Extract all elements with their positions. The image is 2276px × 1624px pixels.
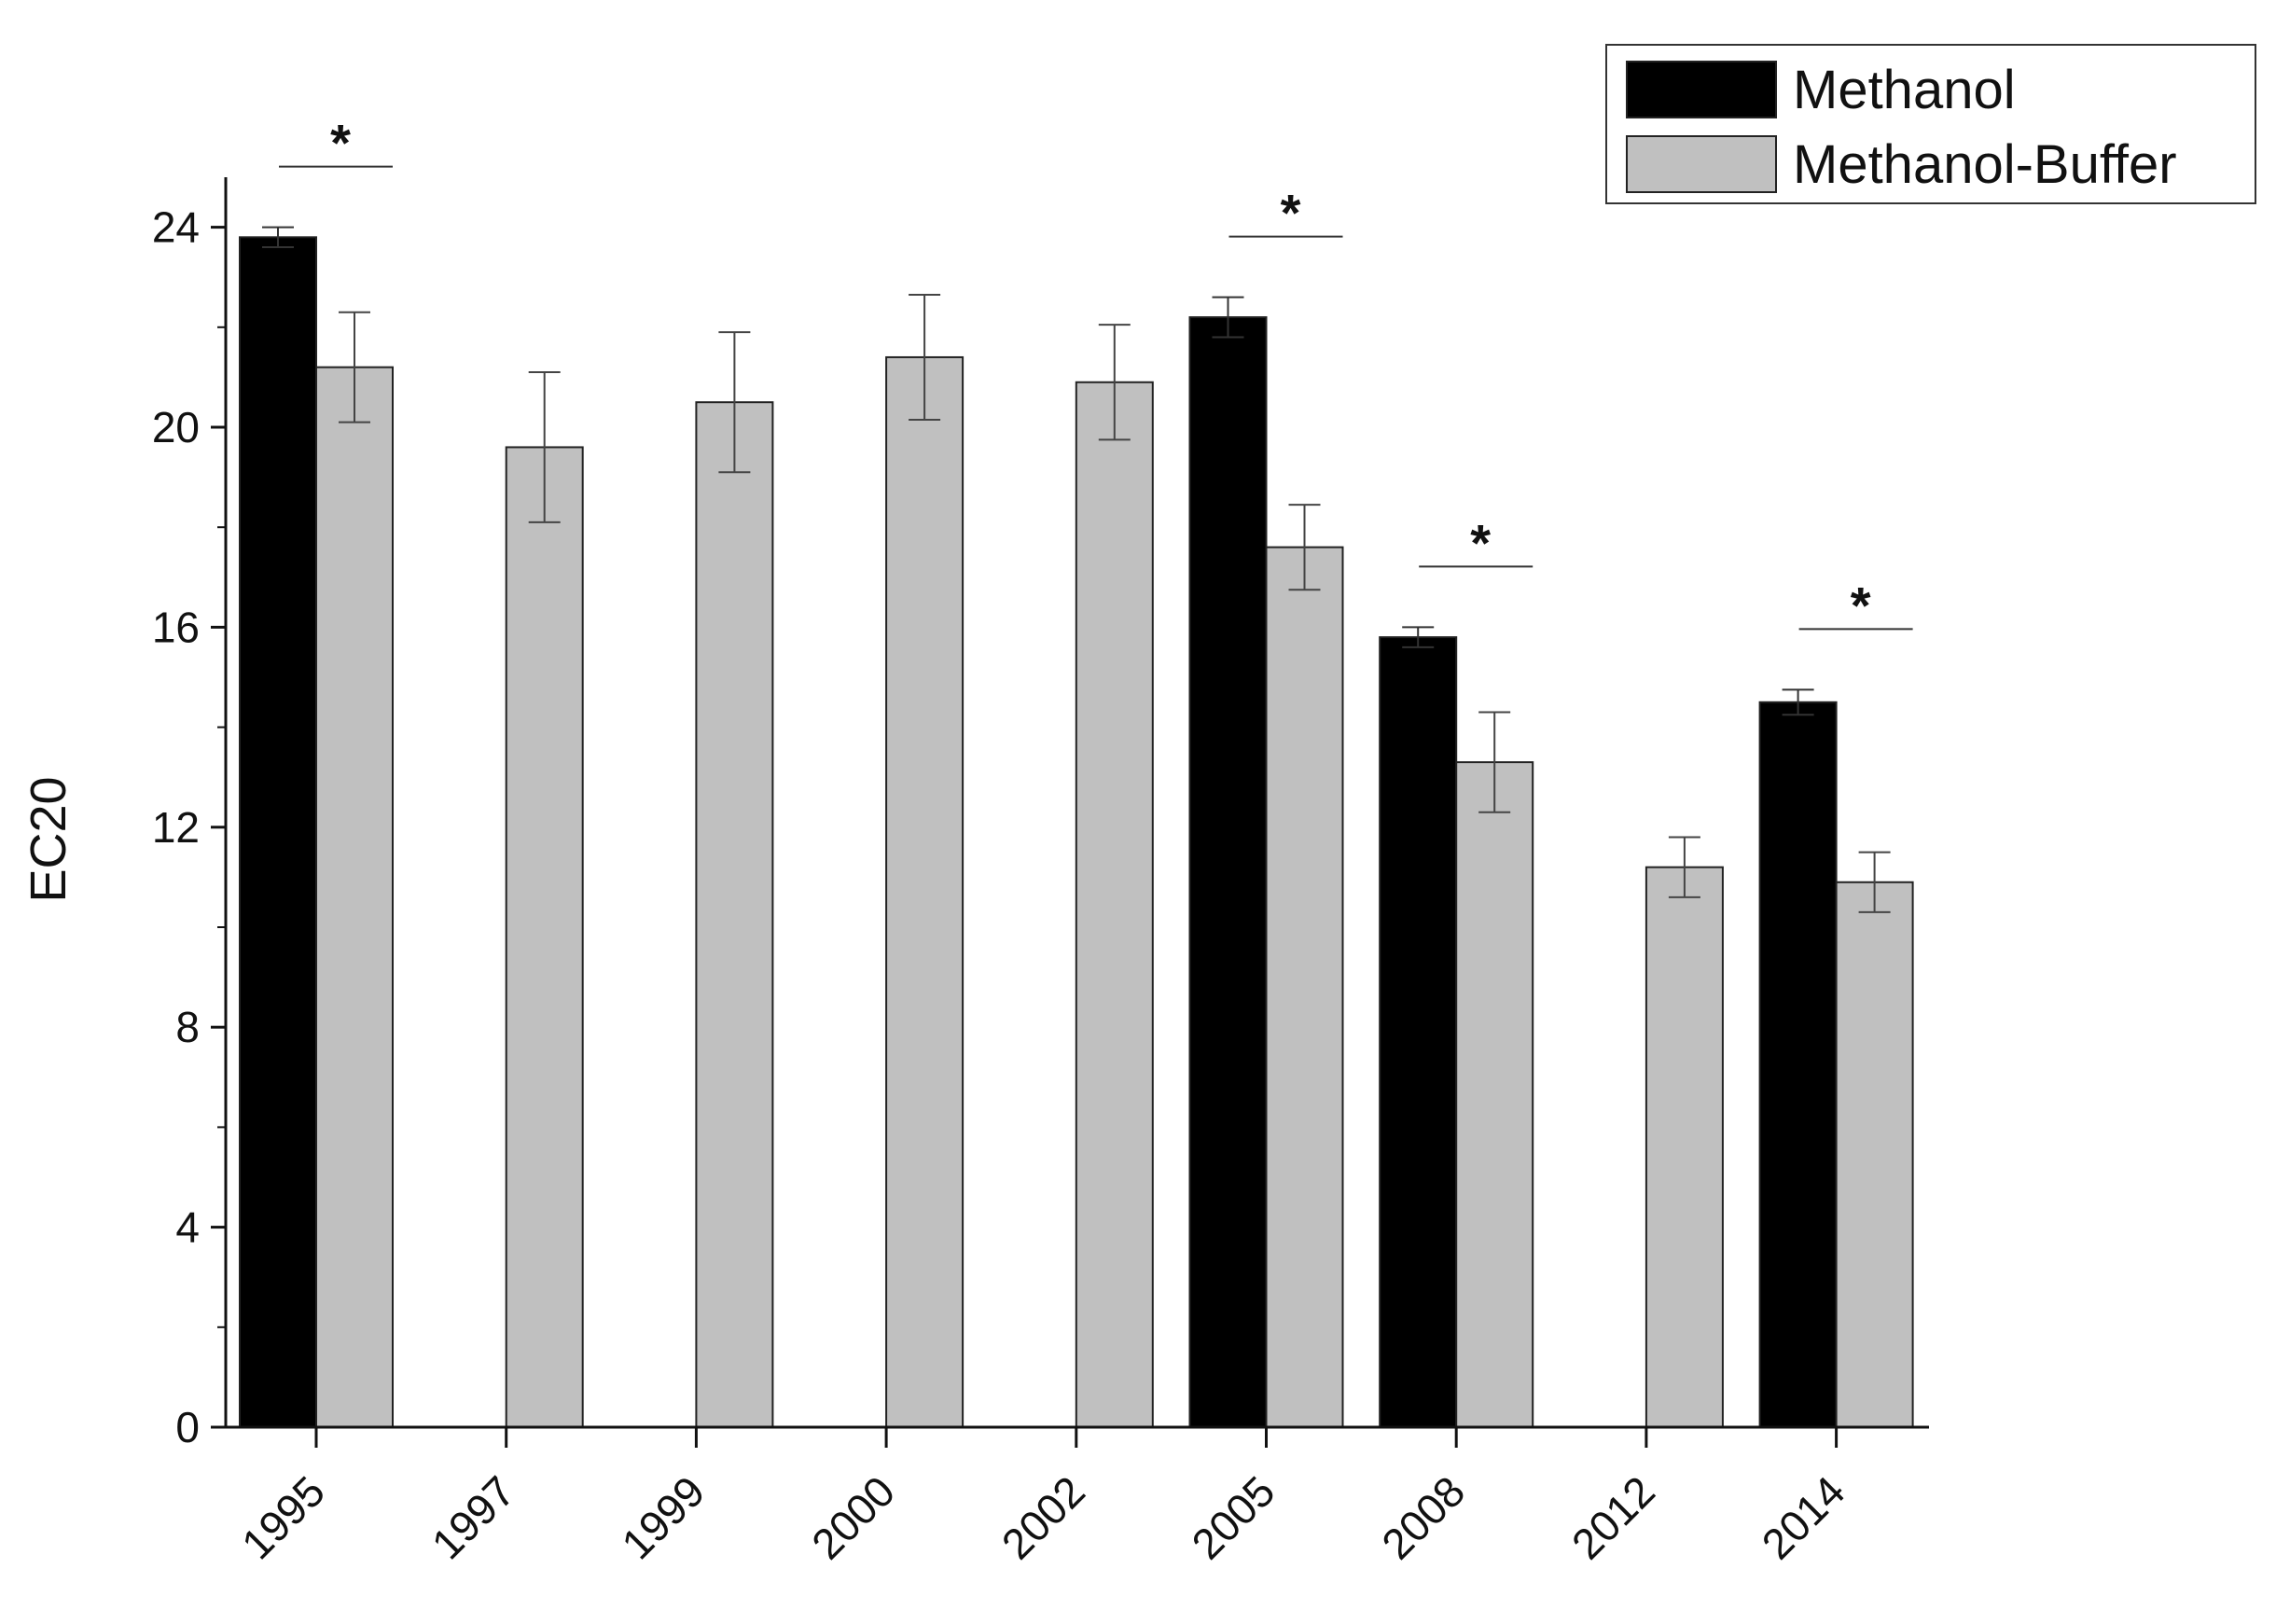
error-bar-methanol-buffer-2014 [1858, 851, 1891, 913]
error-bar-methanol-buffer-2012 [1668, 836, 1700, 898]
error-bar-methanol-2014 [1782, 688, 1814, 716]
svg-text:*: * [1851, 576, 1871, 634]
bar-methanol-buffer-2008 [1455, 761, 1534, 1428]
significance-layer: * * * * [279, 114, 1913, 634]
significance-marker-2014: * [1798, 576, 1913, 634]
error-bar-methanol-buffer-2000 [909, 293, 941, 421]
significance-marker-2008: * [1419, 513, 1534, 572]
legend-swatch-methanol [1626, 61, 1777, 118]
bars-layer [239, 236, 1914, 1429]
svg-text:*: * [1470, 513, 1491, 572]
error-bar-methanol-buffer-1997 [528, 371, 561, 523]
error-bars-layer [262, 226, 1891, 913]
bar-methanol-buffer-2000 [885, 355, 965, 1429]
y-tick-label-16: 16 [152, 603, 200, 651]
legend-swatch-methanol-buffer [1626, 135, 1777, 193]
legend-label-methanol-buffer: Methanol-Buffer [1793, 134, 2177, 195]
bar-methanol-2005 [1188, 316, 1268, 1429]
error-bar-methanol-buffer-2002 [1098, 324, 1131, 441]
y-tick-label-20: 20 [152, 403, 200, 451]
significance-marker-1995: * [279, 114, 393, 173]
error-bar-methanol-buffer-2008 [1478, 711, 1511, 813]
bar-methanol-buffer-1999 [695, 401, 774, 1429]
bar-methanol-2008 [1379, 636, 1458, 1428]
bar-methanol-buffer-2002 [1075, 381, 1154, 1428]
error-bar-methanol-2005 [1212, 296, 1244, 339]
y-tick-label-4: 4 [175, 1203, 200, 1252]
legend-label-methanol: Methanol [1793, 60, 2016, 120]
bar-methanol-1995 [239, 236, 317, 1429]
y-tick-label-12: 12 [152, 803, 200, 852]
y-tick-label-8: 8 [175, 1003, 200, 1051]
bar-methanol-buffer-2005 [1265, 546, 1344, 1428]
bar-methanol-buffer-2012 [1645, 866, 1724, 1428]
bar-methanol-2014 [1758, 701, 1838, 1428]
error-bar-methanol-buffer-1995 [339, 311, 370, 423]
error-bar-methanol-1995 [262, 226, 294, 249]
bar-methanol-buffer-1995 [315, 366, 394, 1428]
error-bar-methanol-buffer-2005 [1288, 504, 1321, 591]
error-bar-methanol-buffer-1999 [718, 331, 751, 474]
bar-methanol-buffer-1997 [505, 446, 584, 1429]
y-tick-label-24: 24 [152, 203, 200, 252]
svg-text:*: * [1281, 184, 1301, 243]
y-tick-label-0: 0 [175, 1403, 200, 1451]
error-bar-methanol-2008 [1402, 626, 1435, 648]
bar-methanol-buffer-2014 [1835, 881, 1914, 1428]
svg-text:*: * [330, 114, 351, 173]
significance-marker-2005: * [1228, 184, 1343, 243]
legend: Methanol Methanol-Buffer [1605, 44, 2256, 204]
y-axis-label: EC20 [21, 776, 76, 902]
